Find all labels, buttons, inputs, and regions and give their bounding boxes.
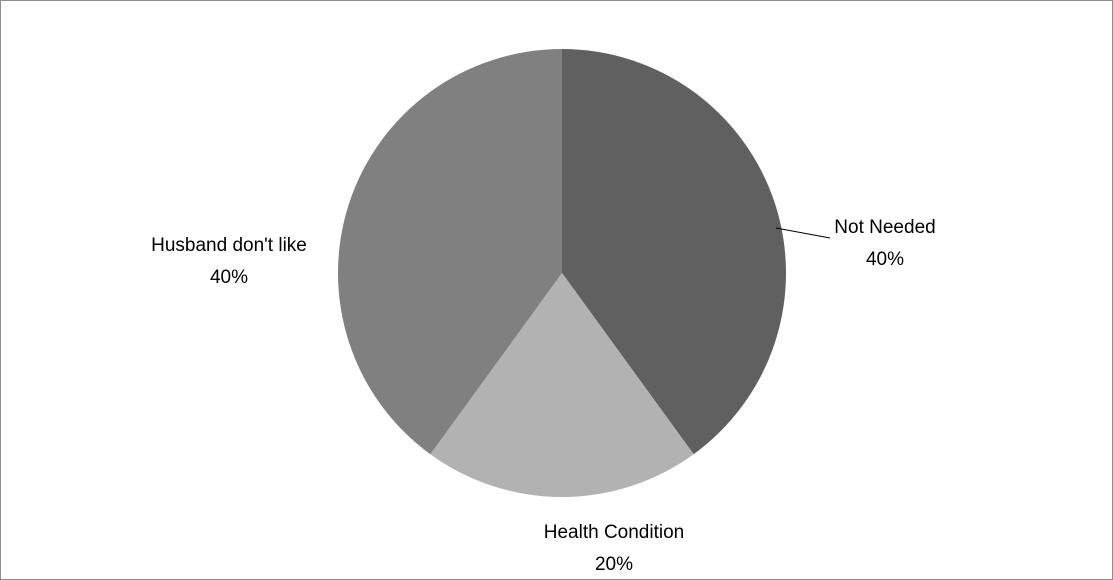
slice-label: Husband don't like xyxy=(151,235,307,256)
pie-slice xyxy=(337,49,562,455)
slice-label: Health Condition xyxy=(544,522,684,543)
pie-slice xyxy=(562,49,786,455)
slice-value-label: 40% xyxy=(210,267,248,288)
pie-slice xyxy=(430,273,694,498)
slice-value-label: 20% xyxy=(595,554,633,575)
leader-line xyxy=(775,227,831,239)
slice-label: Not Needed xyxy=(834,217,935,238)
slice-value-label: 40% xyxy=(866,249,904,270)
